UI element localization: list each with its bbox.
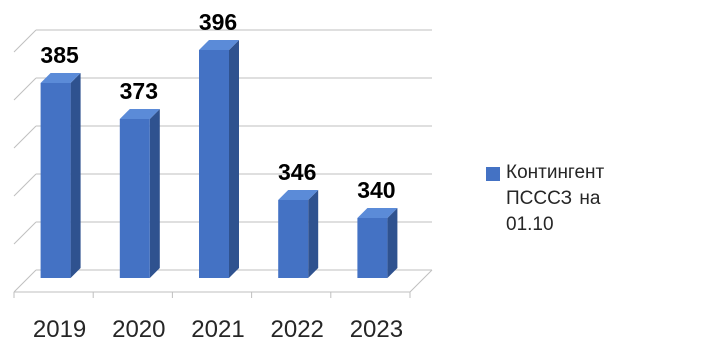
data-label: 340 <box>357 177 395 203</box>
x-tick-label: 2019 <box>33 316 86 343</box>
bar <box>357 218 388 278</box>
gridline-edge <box>13 125 37 149</box>
gridline-edge <box>13 29 37 53</box>
data-label: 373 <box>120 78 158 104</box>
x-axis-tick-labels: 2019 2020 2021 2022 2023 <box>33 316 403 343</box>
x-tick-label: 2023 <box>350 316 403 343</box>
legend: Контингент ПСССЗ на 01.10 <box>486 160 626 238</box>
bar <box>278 200 309 278</box>
bar-side <box>149 109 160 278</box>
data-label: 346 <box>278 159 316 185</box>
bar <box>40 83 71 278</box>
x-tick-label: 2021 <box>191 316 244 343</box>
gridline-edge <box>13 221 37 245</box>
gridline-edge <box>13 173 37 197</box>
bar-side <box>70 73 81 278</box>
bar <box>119 119 150 278</box>
bars <box>40 40 398 278</box>
bar-top <box>119 109 160 119</box>
legend-label: Контингент ПСССЗ на 01.10 <box>506 162 605 235</box>
bar-top <box>199 40 239 50</box>
floor-edge-right <box>409 269 433 293</box>
x-tick-label: 2022 <box>271 316 324 343</box>
data-label: 385 <box>40 42 79 68</box>
legend-swatch <box>486 167 500 181</box>
gridline-edge <box>13 269 37 293</box>
bar-side <box>308 190 319 278</box>
data-label: 396 <box>199 9 237 35</box>
data-labels: 385 373 396 346 340 <box>40 9 395 203</box>
gridline-edge <box>13 77 37 101</box>
bar-top <box>357 208 398 218</box>
bar-side <box>387 208 398 278</box>
bar-top <box>278 190 319 200</box>
bar-top <box>40 73 81 83</box>
bar <box>199 50 229 278</box>
bar-side <box>229 40 239 278</box>
x-tick-label: 2020 <box>112 316 165 343</box>
